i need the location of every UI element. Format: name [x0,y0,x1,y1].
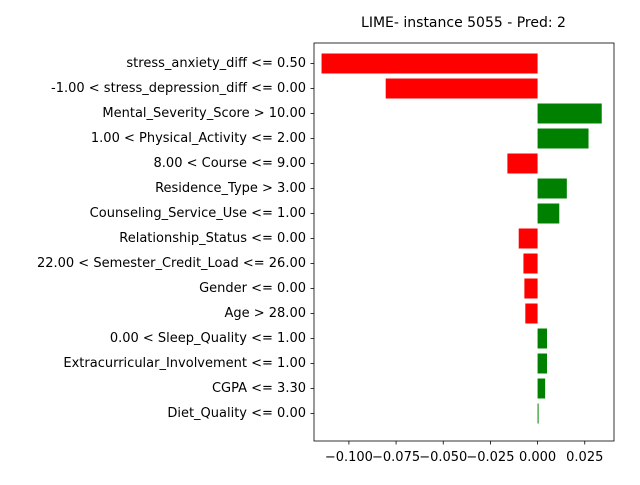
bar [321,53,538,74]
bar [518,228,538,249]
y-tick-label: Diet_Quality <= 0.00 [167,406,306,421]
y-tick-label: stress_anxiety_diff <= 0.50 [126,56,306,71]
y-axis-labels: stress_anxiety_diff <= 0.50 -1.00 < stres… [37,56,314,421]
bar [523,253,538,274]
bar [537,328,548,349]
chart-title: LIME- instance 5055 - Pred: 2 [361,15,566,31]
y-tick-label: Relationship_Status <= 0.00 [119,231,306,246]
y-tick-label: 8.00 < Course <= 9.00 [154,156,306,171]
y-tick-label: -1.00 < stress_depression_diff <= 0.00 [51,81,306,96]
x-tick-label: −0.050 [419,450,467,465]
x-tick-label: 0.000 [519,450,556,465]
bar [537,128,589,149]
y-tick-label: 1.00 < Physical_Activity <= 2.00 [91,131,306,146]
bar [537,403,539,424]
bar [537,353,548,374]
x-tick-label: −0.100 [325,450,373,465]
y-tick-label: Gender <= 0.00 [199,281,306,296]
x-tick-label: 0.025 [566,450,603,465]
y-tick-label: Extracurricular_Involvement <= 1.00 [63,356,306,371]
bar [537,103,602,124]
bar [537,178,567,199]
bar [385,78,538,99]
y-tick-label: Residence_Type > 3.00 [155,181,306,196]
bar [507,153,538,174]
y-tick-label: 22.00 < Semester_Credit_Load <= 26.00 [37,256,306,271]
x-tick-label: −0.025 [466,450,514,465]
bar [525,303,538,324]
y-tick-label: Age > 28.00 [224,306,306,321]
bars-layer [321,53,602,424]
x-tick-label: −0.075 [372,450,420,465]
bar [537,203,560,224]
bar [524,278,538,299]
y-tick-label: CGPA <= 3.30 [212,381,306,396]
x-axis-ticks: −0.100 −0.075 −0.050 −0.025 0.000 0.025 [325,441,603,465]
bar [537,378,546,399]
y-tick-label: 0.00 < Sleep_Quality <= 1.00 [110,331,306,346]
plot-frame [313,42,615,442]
y-tick-label: Mental_Severity_Score > 10.00 [102,106,306,121]
y-tick-label: Counseling_Service_Use <= 1.00 [90,206,306,221]
